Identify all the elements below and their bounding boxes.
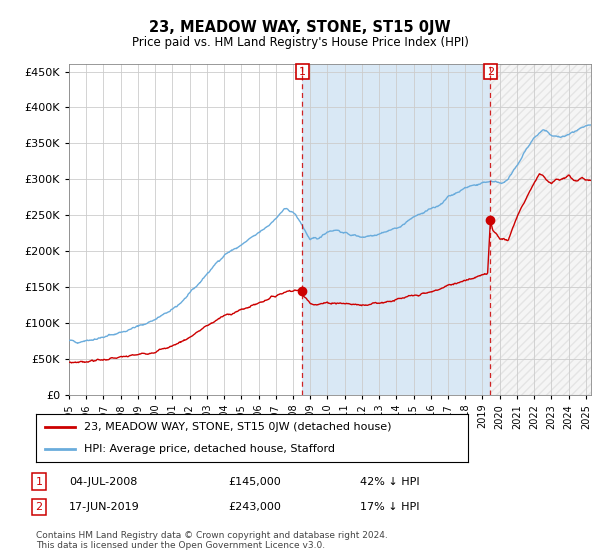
Text: 23, MEADOW WAY, STONE, ST15 0JW (detached house): 23, MEADOW WAY, STONE, ST15 0JW (detache… bbox=[83, 422, 391, 432]
Bar bbox=[490, 64, 599, 395]
Text: HPI: Average price, detached house, Stafford: HPI: Average price, detached house, Staf… bbox=[83, 444, 335, 454]
Text: 2: 2 bbox=[35, 502, 43, 512]
Text: 1: 1 bbox=[35, 477, 43, 487]
Text: 04-JUL-2008: 04-JUL-2008 bbox=[69, 477, 137, 487]
Text: £145,000: £145,000 bbox=[228, 477, 281, 487]
Text: Contains HM Land Registry data © Crown copyright and database right 2024.
This d: Contains HM Land Registry data © Crown c… bbox=[36, 531, 388, 550]
Text: Price paid vs. HM Land Registry's House Price Index (HPI): Price paid vs. HM Land Registry's House … bbox=[131, 36, 469, 49]
Bar bbox=[302, 64, 490, 395]
Text: 23, MEADOW WAY, STONE, ST15 0JW: 23, MEADOW WAY, STONE, ST15 0JW bbox=[149, 20, 451, 35]
Text: 1: 1 bbox=[299, 67, 306, 77]
Text: 17% ↓ HPI: 17% ↓ HPI bbox=[360, 502, 419, 512]
Text: 42% ↓ HPI: 42% ↓ HPI bbox=[360, 477, 419, 487]
Text: 2: 2 bbox=[487, 67, 494, 77]
Text: £243,000: £243,000 bbox=[228, 502, 281, 512]
Text: 17-JUN-2019: 17-JUN-2019 bbox=[69, 502, 140, 512]
